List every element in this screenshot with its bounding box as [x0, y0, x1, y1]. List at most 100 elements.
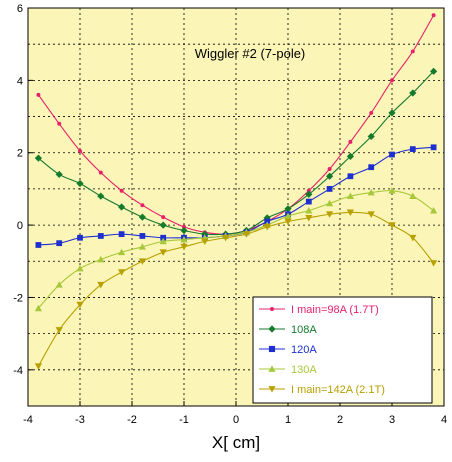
y-tick-label-2: 0 — [17, 220, 23, 232]
series-1-point-3 — [97, 192, 105, 200]
legend-marker-3 — [268, 365, 276, 372]
series-0-point-18 — [410, 49, 415, 54]
series-4-point-17 — [388, 222, 396, 229]
legend-box — [252, 296, 433, 404]
series-1-point-13 — [305, 190, 313, 198]
legend-label-4: I main=142A (2.1T) — [291, 384, 385, 396]
series-0-point-3 — [98, 170, 103, 175]
series-2-point-18 — [409, 146, 416, 152]
series-2-point-11 — [264, 218, 271, 225]
series-2-point-6 — [160, 234, 167, 241]
x-tick-label-2: -2 — [127, 414, 137, 426]
series-3-point-5 — [138, 243, 146, 250]
series-4-point-10 — [242, 231, 250, 238]
legend-label-2: 120A — [291, 344, 317, 356]
y-tick-label-4: 4 — [17, 75, 23, 87]
x-tick-label-3: -1 — [179, 414, 189, 426]
series-4-point-6 — [159, 249, 167, 256]
series-3-point-18 — [409, 192, 417, 200]
series-0-point-4 — [119, 188, 124, 193]
legend-label-1: 108A — [291, 324, 317, 336]
series-0-point-13 — [306, 188, 311, 193]
series-3-point-7 — [180, 235, 188, 243]
series-4-point-12 — [284, 218, 292, 226]
series-4-point-8 — [201, 238, 209, 245]
series-3 — [34, 187, 438, 312]
series-2-point-5 — [139, 233, 146, 239]
y-tick-labels: -4 -2 0 2 4 6 — [13, 3, 33, 377]
series-2-point-15 — [347, 173, 354, 180]
series-layer — [34, 13, 438, 370]
series-4-point-0 — [34, 363, 42, 370]
series-3-point-3 — [97, 255, 105, 263]
series-3-point-15 — [346, 192, 354, 200]
legend-marker-0 — [270, 307, 274, 311]
series-2-point-14 — [326, 186, 333, 192]
series-3-point-1 — [55, 281, 63, 288]
legend-marker-1 — [268, 325, 276, 333]
series-0-point-16 — [369, 110, 374, 115]
series-3-point-14 — [326, 199, 334, 207]
series-4-point-14 — [326, 211, 334, 218]
series-0-point-1 — [57, 121, 62, 126]
series-0-point-17 — [390, 78, 394, 83]
series-1-point-5 — [138, 213, 146, 221]
x-tick-label-0: -4 — [23, 414, 33, 426]
series-4-point-4 — [118, 269, 126, 276]
series-0-point-15 — [348, 139, 353, 144]
legend-marker-4 — [268, 386, 276, 393]
series-4-point-16 — [367, 211, 375, 218]
series-3-point-0 — [34, 304, 42, 312]
series-1-point-6 — [159, 221, 167, 229]
series-4-point-11 — [263, 224, 271, 231]
legend-label-3: 130A — [291, 364, 317, 376]
y-tick-label-5: 6 — [17, 3, 23, 15]
series-0-point-6 — [161, 215, 166, 220]
series-1-point-19 — [430, 67, 438, 75]
x-tick-label-4: 0 — [233, 414, 239, 426]
series-2-point-16 — [368, 164, 375, 171]
series-1-point-4 — [118, 203, 126, 211]
series-3-point-19 — [430, 207, 438, 214]
series-1-point-14 — [326, 172, 334, 180]
series-1-point-12 — [284, 205, 292, 213]
series-3-point-12 — [284, 212, 292, 219]
series-4-point-5 — [138, 258, 146, 265]
x-tick-label-8: 4 — [441, 414, 447, 426]
series-1-point-2 — [76, 179, 84, 188]
series-0-point-7 — [182, 224, 186, 229]
series-3-point-4 — [118, 248, 126, 256]
series-4 — [34, 209, 438, 370]
x-tick-label-1: -3 — [75, 414, 85, 426]
x-tick-label-7: 3 — [389, 414, 395, 426]
chart-title: Wiggler #2 (7-pole) — [195, 46, 306, 61]
series-2-point-1 — [56, 240, 63, 247]
x-axis-title: X[ cm] — [212, 433, 260, 452]
series-0-point-14 — [327, 167, 332, 171]
series-4-point-2 — [76, 301, 84, 309]
series-2-point-13 — [305, 198, 312, 205]
series-3-point-13 — [305, 207, 313, 214]
legend-label-0: I main=98A (1.7T) — [291, 304, 379, 316]
x-tick-labels: -4 -3 -2 -1 0 1 2 3 4 — [23, 401, 447, 426]
series-1-point-18 — [409, 89, 417, 97]
series-1-point-17 — [388, 109, 396, 117]
series-2-point-17 — [389, 151, 395, 158]
series-4-point-7 — [180, 243, 188, 251]
series-0-point-0 — [36, 92, 41, 97]
y-tick-label-3: 2 — [17, 148, 23, 160]
series-2-point-2 — [77, 234, 83, 241]
legend-marker-2 — [268, 345, 276, 353]
series-2-point-4 — [118, 231, 125, 238]
series-1-point-7 — [180, 226, 188, 235]
series-0-point-19 — [431, 13, 436, 18]
series-4-point-1 — [55, 327, 63, 334]
series-4-point-15 — [346, 209, 354, 217]
series-1-point-15 — [346, 152, 354, 160]
series-1-point-1 — [55, 170, 63, 179]
series-0-point-2 — [78, 148, 82, 153]
series-2-point-3 — [97, 233, 104, 239]
x-tick-label-6: 2 — [337, 414, 343, 426]
series-3-point-16 — [367, 188, 375, 196]
